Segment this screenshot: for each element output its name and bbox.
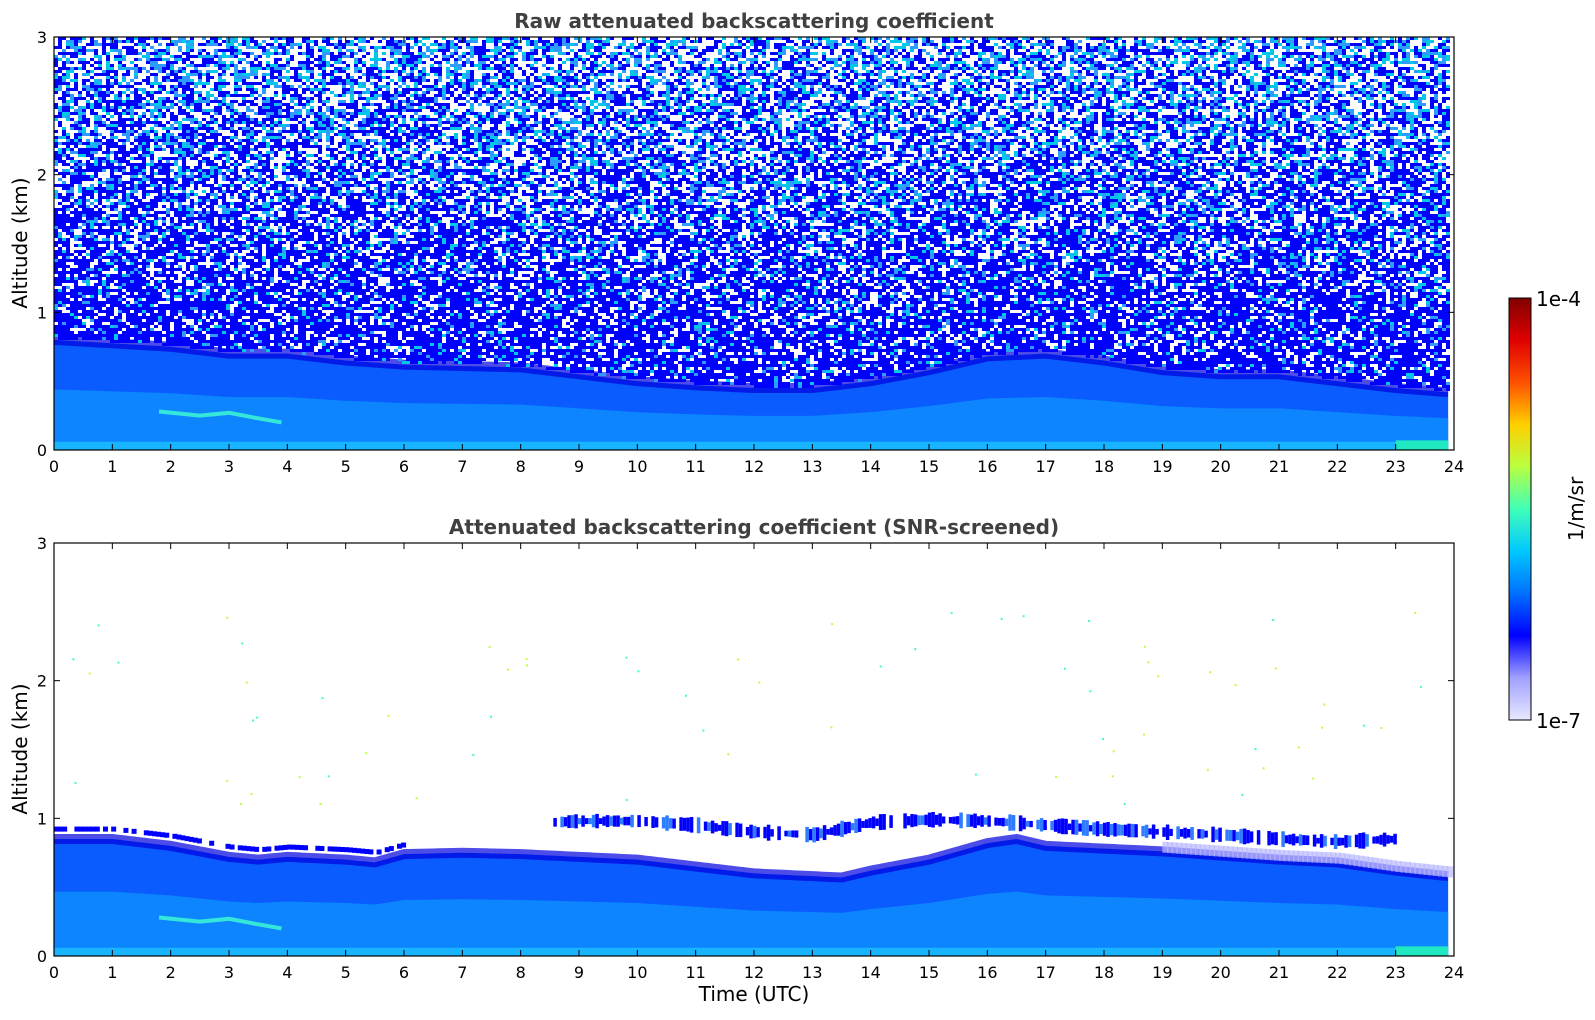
x-tick-label: 20 (1210, 963, 1230, 982)
chart-panel-raw: Raw attenuated backscattering coefficien… (8, 9, 1464, 476)
x-tick-label: 3 (224, 457, 234, 476)
x-tick-label: 0 (49, 963, 59, 982)
x-tick-label: 2 (166, 963, 176, 982)
surface-layer (54, 948, 1448, 956)
x-tick-label: 10 (627, 457, 647, 476)
x-tick-label: 22 (1327, 963, 1347, 982)
surface-hotspot (1396, 440, 1449, 450)
y-axis-label-screened: Altitude (km) (8, 683, 32, 814)
x-tick-label: 12 (744, 963, 764, 982)
chart-title-raw: Raw attenuated backscattering coefficien… (514, 9, 994, 33)
x-tick-label: 5 (341, 457, 351, 476)
x-tick-label: 12 (744, 457, 764, 476)
y-tick-label: 2 (37, 672, 47, 691)
x-tick-label: 7 (457, 963, 467, 982)
x-tick-label: 21 (1269, 457, 1289, 476)
x-tick-label: 11 (685, 457, 705, 476)
colorbar-gradient (1509, 298, 1531, 720)
x-tick-label: 7 (457, 457, 467, 476)
x-tick-label: 24 (1444, 457, 1464, 476)
x-tick-label: 19 (1152, 457, 1172, 476)
y-tick-label: 1 (37, 303, 47, 322)
x-tick-label: 6 (399, 457, 409, 476)
y-axis-label-raw: Altitude (km) (8, 177, 32, 308)
surface-layer (54, 442, 1448, 450)
y-tick-label: 3 (37, 534, 47, 553)
x-tick-label: 10 (627, 963, 647, 982)
x-tick-label: 8 (516, 457, 526, 476)
x-tick-label: 4 (282, 457, 292, 476)
x-tick-label: 14 (860, 963, 880, 982)
x-tick-label: 13 (802, 963, 822, 982)
x-tick-label: 15 (919, 457, 939, 476)
x-tick-label: 24 (1444, 963, 1464, 982)
x-tick-label: 19 (1152, 963, 1172, 982)
colorbar: 1e-4 1e-7 1/m/sr (1509, 287, 1588, 733)
x-tick-label: 23 (1385, 457, 1405, 476)
x-tick-label: 1 (107, 457, 117, 476)
x-tick-label: 20 (1210, 457, 1230, 476)
x-tick-label: 23 (1385, 963, 1405, 982)
x-axis-label-screened: Time (UTC) (698, 982, 810, 1006)
y-tick-label: 2 (37, 166, 47, 185)
x-tick-label: 3 (224, 963, 234, 982)
x-tick-label: 15 (919, 963, 939, 982)
y-tick-label: 1 (37, 809, 47, 828)
x-tick-label: 13 (802, 457, 822, 476)
x-tick-label: 6 (399, 963, 409, 982)
x-tick-label: 4 (282, 963, 292, 982)
x-tick-label: 1 (107, 963, 117, 982)
x-tick-label: 16 (977, 963, 997, 982)
x-tick-label: 18 (1094, 457, 1114, 476)
heatmap-raw (54, 37, 1454, 450)
x-tick-label: 17 (1035, 457, 1055, 476)
x-tick-label: 17 (1035, 963, 1055, 982)
y-tick-label: 0 (37, 441, 47, 460)
x-tick-label: 21 (1269, 963, 1289, 982)
colorbar-min-label: 1e-7 (1536, 709, 1581, 733)
y-tick-label: 0 (37, 947, 47, 966)
colorbar-unit-label: 1/m/sr (1564, 476, 1588, 541)
x-tick-label: 8 (516, 963, 526, 982)
x-tick-label: 18 (1094, 963, 1114, 982)
x-tick-label: 16 (977, 457, 997, 476)
chart-title-screened: Attenuated backscattering coefficient (S… (449, 515, 1059, 539)
x-tick-label: 14 (860, 457, 880, 476)
colorbar-max-label: 1e-4 (1536, 287, 1581, 311)
x-tick-label: 22 (1327, 457, 1347, 476)
x-tick-label: 9 (574, 457, 584, 476)
x-tick-label: 5 (341, 963, 351, 982)
surface-hotspot (1396, 946, 1449, 956)
heatmap-screened (54, 543, 1454, 956)
y-tick-label: 3 (37, 28, 47, 47)
x-tick-label: 11 (685, 963, 705, 982)
x-tick-label: 9 (574, 963, 584, 982)
x-tick-label: 2 (166, 457, 176, 476)
x-tick-label: 0 (49, 457, 59, 476)
chart-panel-screened: Attenuated backscattering coefficient (S… (8, 515, 1464, 1006)
